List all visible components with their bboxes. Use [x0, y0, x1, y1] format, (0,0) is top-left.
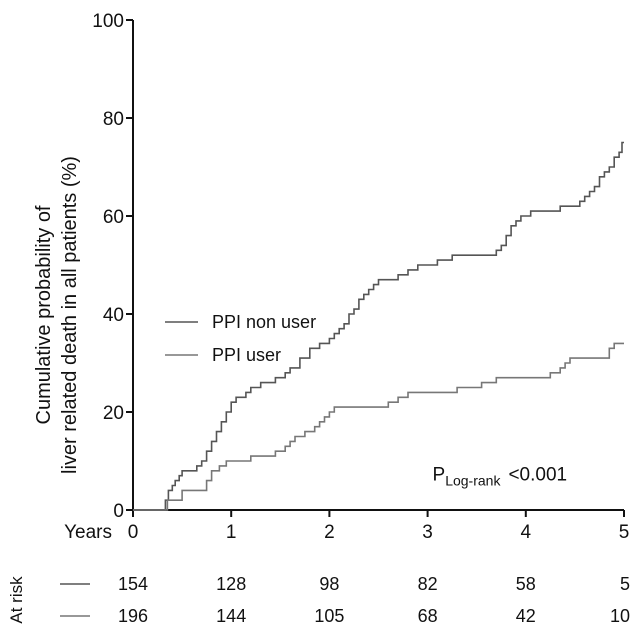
x-tick-label-5: 5 [619, 522, 630, 543]
series-line-0 [133, 141, 624, 511]
at-risk-value-0-3: 82 [418, 574, 438, 594]
y-tick-label-1: 20 [103, 403, 124, 424]
y-axis-label-group: Cumulative probability of liver related … [33, 156, 81, 474]
y-axis-label-line-1: Cumulative probability of [33, 205, 55, 424]
at-risk-value-0-0: 154 [118, 574, 148, 594]
at-risk-value-1-5: 10 [610, 606, 630, 626]
at-risk-label: At risk [7, 576, 26, 624]
at-risk-value-1-4: 42 [516, 606, 536, 626]
p-value-subscript: Log-rank [445, 473, 501, 489]
y-axis-label-line-2: liver related death in all patients (%) [59, 156, 81, 474]
y-tick-label-4: 80 [103, 109, 124, 130]
y-tick-label-2: 40 [103, 305, 124, 326]
y-tick-label-5: 100 [92, 11, 124, 32]
x-axis-ticks: 0 1 2 3 4 5 [128, 510, 630, 543]
y-tick-label-3: 60 [103, 207, 124, 228]
at-risk-value-0-1: 128 [216, 574, 246, 594]
at-risk-value-1-1: 144 [216, 606, 246, 626]
survival-curves [133, 141, 624, 511]
x-tick-label-4: 4 [521, 522, 532, 543]
legend-label-0: PPI non user [212, 312, 316, 332]
x-tick-label-3: 3 [422, 522, 433, 543]
at-risk-value-0-5: 5 [620, 574, 630, 594]
p-value-annotation: PLog-rank <0.001 [433, 465, 568, 489]
at-risk-table: 154 128 98 82 58 5 196 144 105 68 42 10 [60, 574, 630, 626]
x-axis-label: Years [64, 522, 112, 543]
legend: PPI non user PPI user [165, 312, 316, 365]
p-value-number: <0.001 [508, 465, 567, 486]
legend-label-1: PPI user [212, 345, 281, 365]
at-risk-value-1-2: 105 [314, 606, 344, 626]
at-risk-value-0-4: 58 [516, 574, 536, 594]
at-risk-value-1-0: 196 [118, 606, 148, 626]
p-value-symbol: P [433, 465, 446, 486]
x-tick-label-1: 1 [226, 522, 237, 543]
y-tick-label-0: 0 [113, 501, 124, 522]
at-risk-value-1-3: 68 [418, 606, 438, 626]
x-tick-label-2: 2 [324, 522, 335, 543]
series-line-1 [133, 342, 624, 511]
x-tick-label-0: 0 [128, 522, 139, 543]
at-risk-value-0-2: 98 [319, 574, 339, 594]
y-axis-ticks: 0 20 40 60 80 100 [92, 11, 133, 522]
